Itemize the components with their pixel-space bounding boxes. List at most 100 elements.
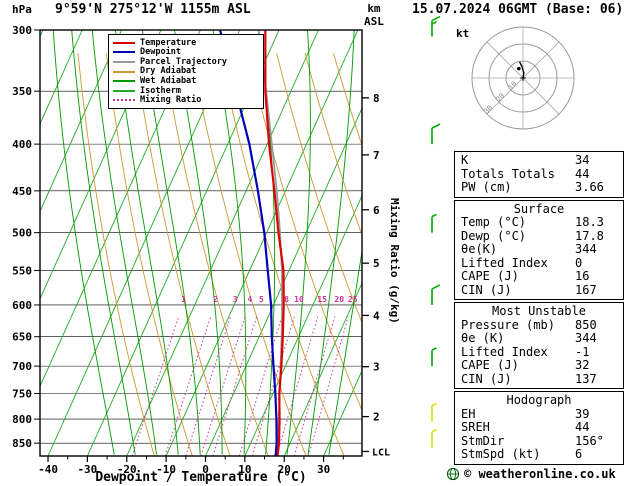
table-row-value: 850 [575, 317, 597, 332]
series-dewpoint [218, 30, 278, 456]
table-title: Hodograph [506, 393, 572, 407]
table-row-value: 156° [575, 433, 604, 448]
pressure-tick-label: 800 [12, 413, 32, 426]
table-row-label: StmSpd (kt) [461, 447, 541, 461]
altitude-tick-label: 7 [373, 149, 380, 162]
series-temperature [264, 30, 285, 456]
wet-adiabat-line [115, 30, 179, 455]
globe-icon [446, 467, 460, 481]
dry-adiabat-line [361, 53, 362, 56]
hodograph-ring [488, 43, 558, 113]
datetime-title: 15.07.2024 06GMT (Base: 06) [412, 2, 624, 17]
mixing-ratio-value-label: 2 [213, 295, 218, 304]
wet-adiabat-line [174, 30, 223, 455]
altitude-axis-unit-km: km [367, 2, 381, 15]
wet-adiabat-line [212, 30, 247, 455]
table-row-label: Pressure (mb) [461, 317, 555, 332]
legend-swatch [113, 80, 135, 83]
hodograph-ring-label: 20 [495, 92, 507, 104]
mixing-ratio-line [131, 316, 180, 456]
table-row-value: 6 [575, 447, 583, 461]
legend-label: Temperature [140, 37, 197, 48]
wind-barb [431, 347, 437, 367]
legend-label: Dewpoint [140, 47, 181, 58]
mixing-ratio-axis-label: Mixing Ratio (g/kg) [388, 198, 401, 324]
legend-item: Wet Adiabat [113, 76, 259, 86]
legend-item: Isotherm [113, 86, 259, 96]
hodograph-ring-label: 10 [507, 80, 519, 92]
table-row-label: CAPE (J) [461, 269, 519, 283]
legend-item: Dewpoint [113, 48, 259, 58]
copyright-line: © weatheronline.co.uk [446, 467, 616, 481]
table-row-label: CIN (J) [461, 282, 512, 297]
legend-label: Mixing Ratio [140, 95, 202, 106]
pressure-tick-label: 300 [12, 24, 32, 37]
table-title: Most Unstable [492, 304, 586, 318]
isotherm-line [40, 30, 83, 125]
wind-barb [431, 402, 437, 422]
wind-barb [431, 213, 437, 233]
isotherm-line [0, 30, 4, 456]
table-row: PW (cm) 3.66 [455, 180, 623, 195]
mixing-ratio-line [200, 316, 246, 456]
altitude-tick-label: 4 [373, 309, 380, 322]
wind-barb [431, 284, 441, 305]
pressure-tick-label: 750 [12, 387, 32, 400]
mixing-ratio-line [276, 316, 319, 456]
legend-swatch [113, 51, 135, 54]
wet-adiabat-line [307, 30, 355, 455]
legend-label: Isotherm [140, 85, 181, 96]
hodograph-ring [505, 60, 541, 96]
table-row-value: 344 [575, 242, 597, 256]
wet-adiabat-line [257, 30, 276, 455]
table-row: CIN (J) 167 [455, 282, 623, 298]
temperature-axis-label: Dewpoint / Temperature (°C) [95, 470, 307, 485]
table-row-value: 16 [575, 269, 590, 283]
legend-item: Parcel Trajectory [113, 57, 259, 67]
isotherm-line [165, 30, 359, 456]
wet-adiabat-line [142, 30, 201, 455]
mixing-ratio-value-label: 3 [233, 295, 238, 304]
altitude-axis-unit-asl: ASL [364, 14, 384, 28]
wind-barb [431, 428, 437, 448]
table-row: SREH 44 [455, 420, 623, 435]
table-row-label: Lifted Index [461, 344, 548, 359]
altitude-tick-label: 6 [373, 204, 380, 217]
table-row-label: CAPE (J) [461, 358, 519, 372]
temperature-tick-label: -10 [156, 463, 176, 476]
dry-adiabat-line [134, 53, 231, 456]
legend-swatch [113, 60, 135, 63]
legend-label: Dry Adiabat [140, 66, 197, 77]
table-surface: Surface Temp (°C) 18.3 Dewp (°C) 17.8 θe(K) 34… [454, 199, 624, 300]
temperature-tick-label: 0 [202, 463, 209, 476]
table-row-value: 39 [575, 406, 590, 421]
mixing-ratio-value-label: 8 [284, 295, 289, 304]
table-row-value: 137 [575, 371, 597, 386]
table-row: CAPE (J) 16 [455, 269, 623, 284]
table-row-label: PW (cm) [461, 180, 512, 194]
station-title: 9°59'N 275°12'W 1155m ASL [55, 2, 251, 17]
pressure-tick-label: 550 [12, 264, 32, 277]
table-row-label: K [461, 153, 469, 167]
pressure-tick-label: 850 [12, 437, 32, 450]
table-row-label: CIN (J) [461, 371, 512, 386]
table-row: StmDir 156° [455, 433, 623, 449]
table-most-unstable: Most Unstable Pressure (mb) 850 θe (K) 344 Li… [454, 302, 624, 389]
altitude-tick-label: 5 [373, 257, 380, 270]
table-row-label: Temp (°C) [461, 215, 527, 229]
altitude-tick-label: 8 [373, 92, 380, 105]
legend-swatch [113, 41, 135, 44]
altitude-axis-unit: km ASL [364, 2, 384, 28]
isotherm-line [40, 30, 123, 213]
temperature-tick-label: 30 [317, 463, 330, 476]
dry-adiabat-line [77, 53, 155, 456]
table-row: Temp (°C) 18.3 [455, 215, 623, 230]
table-row: θe(K) 344 [455, 242, 623, 257]
mixing-ratio-value-label: 20 [334, 295, 344, 304]
pressure-tick-label: 700 [12, 360, 32, 373]
altitude-tick-label: 2 [373, 411, 380, 424]
wet-adiabat-line [328, 248, 362, 455]
copyright-text: © weatheronline.co.uk [464, 467, 616, 481]
hodograph-unit-label: kt [456, 27, 470, 40]
indices-tables: K 34 Totals Totals 44 PW (cm) 3.66 Surface Temp… [454, 151, 624, 465]
